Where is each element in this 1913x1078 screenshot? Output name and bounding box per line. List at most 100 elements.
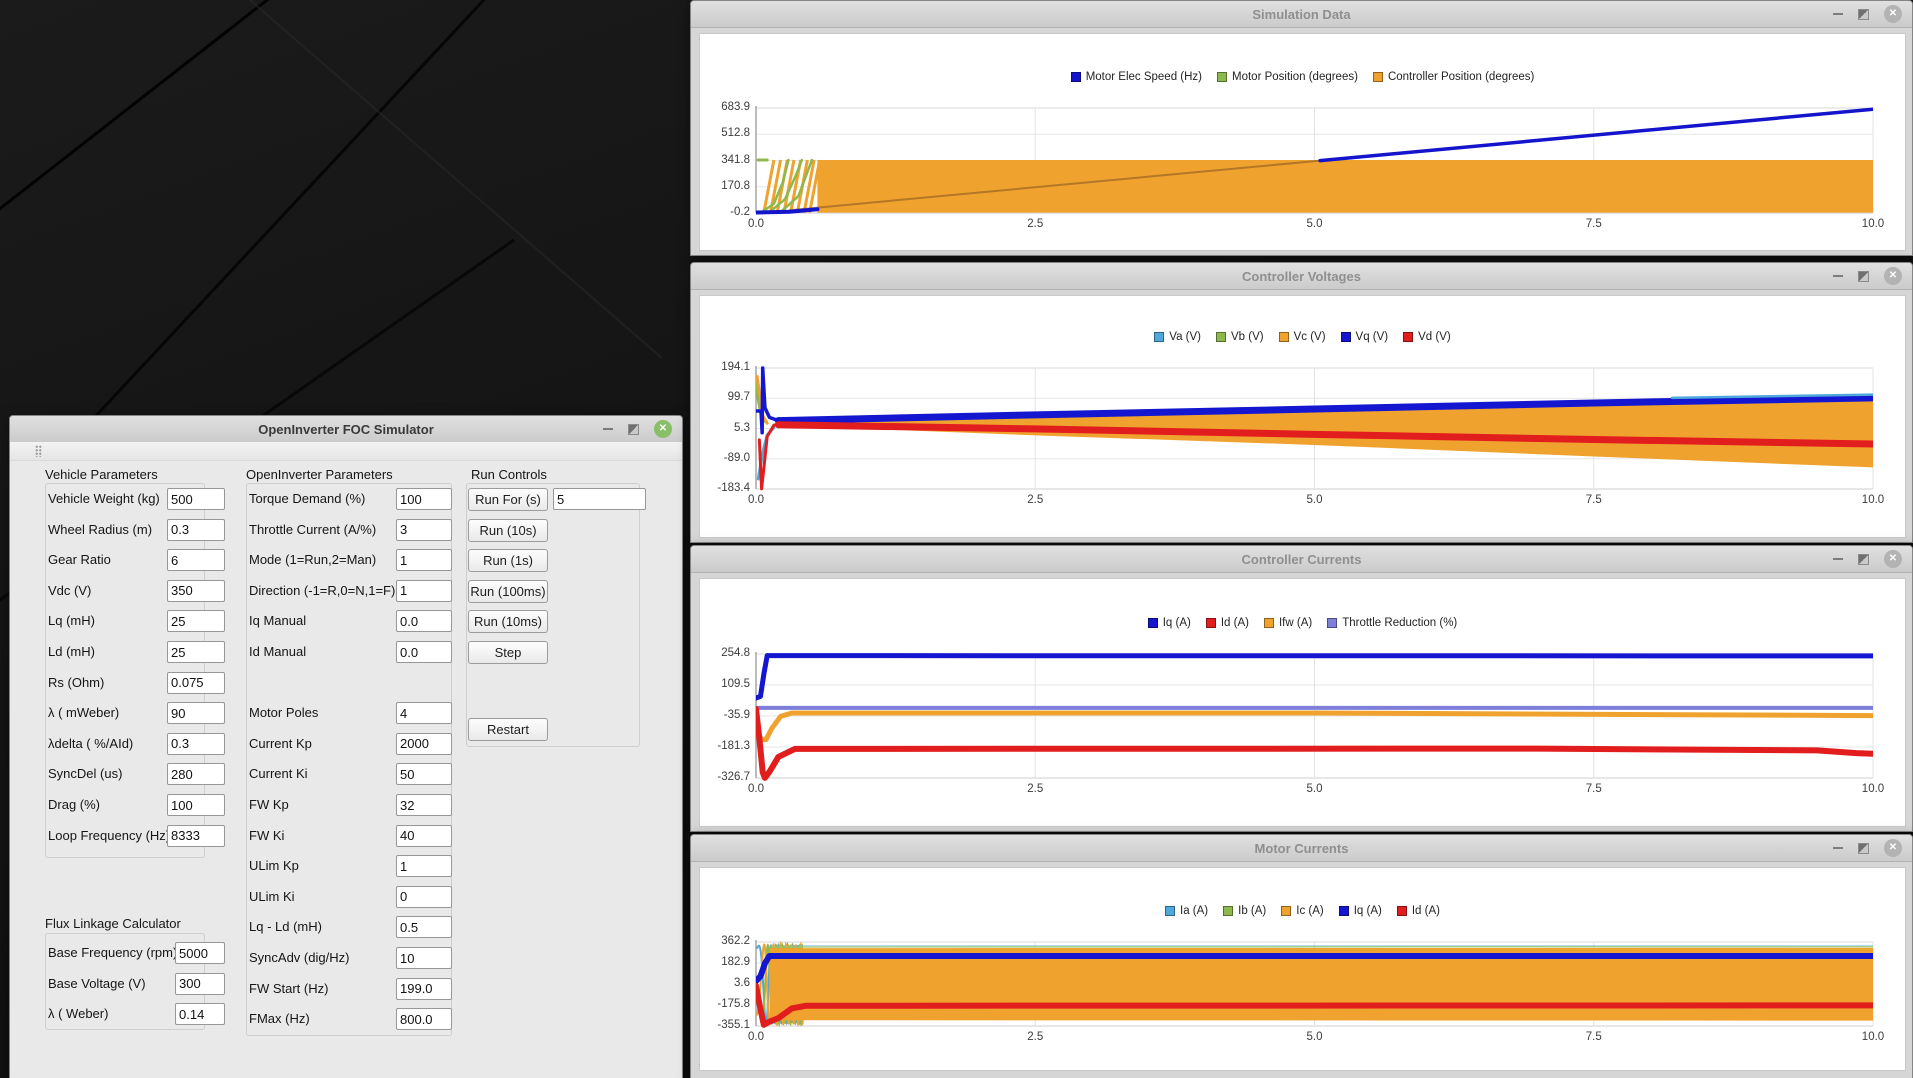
legend-item-id-a: Id (A) xyxy=(1205,617,1249,629)
field-input-iq-manual[interactable] xyxy=(396,610,452,633)
field-input-current-kp[interactable] xyxy=(396,732,452,755)
simulator-titlebar[interactable]: OpenInverter FOC Simulator ✕ xyxy=(10,416,682,443)
field-input-direction-1-r-0-n-1-f[interactable] xyxy=(396,579,452,602)
x-tick-label: 0.0 xyxy=(748,1031,764,1043)
field-input-id-manual[interactable] xyxy=(396,641,452,663)
field-input-base-frequency-rpm[interactable] xyxy=(175,942,225,964)
legend-item-ic-a: Ic (A) xyxy=(1281,905,1324,917)
x-tick-label: 2.5 xyxy=(1027,218,1044,230)
field-input-torque-demand[interactable] xyxy=(396,488,452,510)
run-for-input[interactable] xyxy=(553,488,646,510)
field-label-throttle-current-a: Throttle Current (A/%) xyxy=(249,521,377,537)
x-tick-label: 5.0 xyxy=(1306,1031,1323,1043)
titlebar[interactable]: Simulation Data ✕ xyxy=(691,1,1912,28)
chart-legend: Ia (A) Ib (A) Ic (A) Iq (A) Id (A) xyxy=(699,905,1906,917)
field-input-lq-ld-mh[interactable] xyxy=(396,916,452,939)
x-tick-label: 7.5 xyxy=(1585,1031,1602,1043)
button-run-10ms[interactable]: Run (10ms) xyxy=(468,610,548,634)
close-icon[interactable]: ✕ xyxy=(1884,267,1902,285)
toolbar-grip-icon[interactable] xyxy=(35,445,42,457)
legend-label: Controller Position (degrees) xyxy=(1387,71,1535,83)
field-input-gear-ratio[interactable] xyxy=(167,549,225,572)
field-input-base-voltage-v[interactable] xyxy=(175,972,225,995)
x-tick-label: 10.0 xyxy=(1861,783,1885,795)
button-restart[interactable]: Restart xyxy=(468,717,548,741)
button-run-for-s[interactable]: Run For (s) xyxy=(468,488,548,511)
legend-item-vc-v: Vc (V) xyxy=(1278,331,1326,343)
field-input-vehicle-weight-kg[interactable] xyxy=(167,488,225,510)
group-frame-run-controls xyxy=(466,483,640,747)
button-run-100ms[interactable]: Run (100ms) xyxy=(468,579,548,603)
minimize-icon[interactable] xyxy=(1833,847,1843,849)
chart-legend: Va (V) Vb (V) Vc (V) Vq (V) Vd (V) xyxy=(699,331,1906,343)
field-input-ulim-kp[interactable] xyxy=(396,855,452,878)
field-input-wheel-radius-m[interactable] xyxy=(167,518,225,541)
maximize-icon[interactable] xyxy=(1858,553,1869,565)
x-tick-label: 7.5 xyxy=(1585,494,1602,506)
toolbar xyxy=(10,442,682,461)
field-input-delta-aid[interactable] xyxy=(167,732,225,755)
group-frame-openinverter-parameters xyxy=(246,483,452,1036)
vd-v-swatch-icon xyxy=(1403,332,1414,342)
chart-legend: Motor Elec Speed (Hz) Motor Position (deg… xyxy=(699,71,1906,83)
throttle-reduction-swatch-icon xyxy=(1327,618,1338,628)
field-input-syncdel-us[interactable] xyxy=(167,763,225,786)
field-label-base-voltage-v: Base Voltage (V) xyxy=(48,975,146,991)
chart-window-motor-currents: Motor Currents ✕ Ia (A) Ib (A) Ic (A) Iq (A) I… xyxy=(690,834,1913,1078)
maximize-icon[interactable] xyxy=(628,423,639,435)
field-label-vehicle-weight-kg: Vehicle Weight (kg) xyxy=(48,491,160,506)
field-input-mweber[interactable] xyxy=(167,702,225,725)
vc-v-swatch-icon xyxy=(1278,332,1289,342)
minimize-icon[interactable] xyxy=(1833,13,1843,15)
window-controls: ✕ xyxy=(1833,835,1902,861)
field-input-drag[interactable] xyxy=(167,794,225,816)
field-input-fw-ki[interactable] xyxy=(396,824,452,847)
field-input-weber[interactable] xyxy=(175,1003,225,1026)
legend-item-vq-v: Vq (V) xyxy=(1340,331,1388,343)
minimize-icon[interactable] xyxy=(603,428,613,430)
legend-item-ifw-a: Ifw (A) xyxy=(1263,617,1313,629)
field-input-vdc-v[interactable] xyxy=(167,579,225,602)
y-tick-label: 99.7 xyxy=(727,391,750,404)
field-label-vdc-v: Vdc (V) xyxy=(48,582,92,598)
field-label-direction-1-r-0-n-1-f: Direction (-1=R,0=N,1=F) xyxy=(249,582,396,598)
field-input-rs-ohm[interactable] xyxy=(167,671,225,694)
field-label-syncadv-dig-hz: SyncAdv (dig/Hz) xyxy=(249,950,350,965)
legend-label: Ifw (A) xyxy=(1278,617,1313,629)
field-input-mode-1-run-2-man[interactable] xyxy=(396,549,452,572)
maximize-icon[interactable] xyxy=(1858,842,1869,854)
legend-label: Vb (V) xyxy=(1231,331,1264,343)
titlebar[interactable]: Controller Currents ✕ xyxy=(691,546,1912,573)
button-step[interactable]: Step xyxy=(468,641,548,664)
field-input-ulim-ki[interactable] xyxy=(396,885,452,908)
y-tick-label: -0.2 xyxy=(730,206,750,218)
close-icon[interactable]: ✕ xyxy=(654,420,672,438)
minimize-icon[interactable] xyxy=(1833,275,1843,277)
titlebar[interactable]: Controller Voltages ✕ xyxy=(691,263,1912,290)
legend-label: Va (V) xyxy=(1169,331,1201,343)
field-input-current-ki[interactable] xyxy=(396,763,452,786)
close-icon[interactable]: ✕ xyxy=(1884,839,1902,857)
field-input-syncadv-dig-hz[interactable] xyxy=(396,947,452,969)
button-run-1s[interactable]: Run (1s) xyxy=(468,549,548,573)
maximize-icon[interactable] xyxy=(1858,270,1869,282)
field-input-loop-frequency-hz[interactable] xyxy=(167,824,225,847)
titlebar[interactable]: Motor Currents ✕ xyxy=(691,835,1912,862)
y-tick-label: -181.3 xyxy=(717,739,750,752)
field-input-ld-mh[interactable] xyxy=(167,641,225,663)
field-label-weber: λ ( Weber) xyxy=(48,1006,109,1022)
close-icon[interactable]: ✕ xyxy=(1884,5,1902,23)
maximize-icon[interactable] xyxy=(1858,8,1869,20)
field-input-fw-start-hz[interactable] xyxy=(396,977,452,1000)
field-input-fw-kp[interactable] xyxy=(396,794,452,816)
field-input-fmax-hz[interactable] xyxy=(396,1008,452,1031)
field-input-motor-poles[interactable] xyxy=(396,702,452,725)
button-run-10s[interactable]: Run (10s) xyxy=(468,518,548,542)
legend-item-iq-a: Iq (A) xyxy=(1338,905,1382,917)
legend-item-vb-v: Vb (V) xyxy=(1216,331,1264,343)
field-input-throttle-current-a[interactable] xyxy=(396,518,452,541)
y-tick-label: 109.5 xyxy=(721,677,750,690)
minimize-icon[interactable] xyxy=(1833,558,1843,560)
close-icon[interactable]: ✕ xyxy=(1884,550,1902,568)
field-input-lq-mh[interactable] xyxy=(167,610,225,633)
